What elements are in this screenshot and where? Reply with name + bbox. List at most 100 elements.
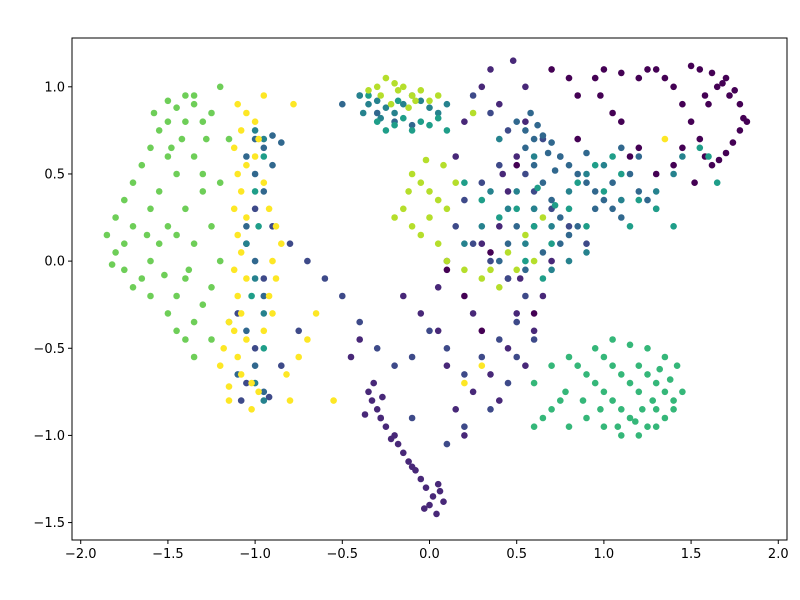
data-point: [461, 240, 468, 247]
data-point: [478, 179, 486, 186]
data-point: [548, 139, 555, 146]
data-point: [644, 345, 651, 352]
data-point: [708, 69, 716, 77]
data-point: [443, 440, 451, 448]
data-point: [591, 379, 599, 387]
data-point: [478, 353, 486, 361]
data-point: [496, 284, 503, 291]
data-point: [426, 121, 433, 129]
data-point: [661, 388, 669, 396]
data-point: [379, 393, 386, 401]
data-point: [661, 414, 669, 422]
data-point: [496, 161, 503, 169]
data-point: [443, 345, 451, 352]
data-point: [461, 292, 468, 300]
data-point: [237, 310, 245, 317]
data-point: [618, 170, 625, 178]
data-point: [421, 505, 428, 512]
data-point: [382, 74, 390, 82]
data-point: [496, 135, 503, 143]
data-point: [478, 240, 486, 247]
data-point: [216, 83, 224, 91]
data-point: [565, 205, 573, 213]
x-tick-label: −1.0: [239, 547, 271, 562]
data-point: [530, 327, 538, 335]
data-point: [426, 97, 433, 105]
data-point: [260, 327, 268, 335]
data-point: [583, 223, 590, 230]
data-point: [679, 144, 686, 152]
data-point: [370, 379, 378, 387]
data-point: [487, 406, 494, 413]
data-point: [260, 144, 268, 152]
data-point: [504, 188, 512, 195]
data-point: [626, 379, 634, 387]
data-point: [129, 284, 137, 291]
data-point: [504, 275, 512, 282]
data-point: [496, 214, 503, 221]
data-point: [208, 223, 215, 230]
data-point: [609, 362, 616, 370]
data-point: [426, 188, 433, 195]
data-point: [565, 353, 573, 361]
data-point: [679, 100, 686, 108]
data-point: [548, 196, 555, 204]
data-point: [469, 240, 477, 247]
data-point: [461, 196, 468, 204]
data-point: [143, 231, 151, 239]
data-point: [417, 118, 425, 125]
data-point: [429, 493, 437, 500]
data-point: [635, 153, 643, 160]
data-point: [312, 310, 320, 317]
data-point: [208, 336, 215, 343]
data-point: [504, 345, 512, 352]
data-point: [539, 179, 547, 186]
data-point: [600, 66, 608, 73]
data-point: [557, 214, 564, 221]
data-point: [405, 104, 412, 111]
data-point: [652, 406, 660, 413]
data-point: [452, 153, 460, 160]
data-point: [272, 275, 280, 282]
data-point: [618, 69, 625, 77]
data-point: [478, 275, 486, 282]
data-point: [434, 327, 442, 335]
data-point: [504, 127, 512, 134]
x-axis: −2.0 −1.5 −1.0 −0.5 0.0 0.5 1.0 1.5 2.0: [65, 540, 789, 562]
data-point: [635, 74, 643, 82]
data-point: [670, 397, 677, 404]
data-point: [330, 397, 337, 404]
data-point: [387, 100, 395, 108]
data-point: [408, 92, 416, 99]
data-point: [417, 97, 425, 105]
data-point: [260, 397, 268, 404]
data-point: [443, 362, 451, 370]
data-point: [408, 127, 416, 134]
data-point: [422, 484, 430, 492]
data-point: [265, 205, 273, 213]
data-point: [234, 170, 241, 178]
data-point: [220, 345, 227, 352]
plot-area-frame: [71, 37, 788, 541]
data-point: [347, 353, 355, 361]
data-point: [356, 92, 364, 99]
data-point: [522, 257, 529, 265]
data-point: [265, 292, 273, 300]
data-point: [260, 388, 268, 396]
data-point: [496, 223, 503, 230]
data-point: [635, 188, 643, 195]
data-point: [713, 179, 721, 186]
data-point: [173, 170, 180, 178]
data-point: [150, 109, 158, 117]
data-point: [190, 318, 198, 326]
data-point: [562, 388, 569, 396]
data-point: [574, 170, 581, 178]
data-point: [644, 371, 651, 378]
data-point: [417, 231, 425, 239]
data-point: [237, 188, 245, 195]
data-point: [696, 135, 704, 143]
data-point: [731, 87, 738, 94]
data-point: [269, 132, 276, 139]
data-point: [260, 275, 268, 282]
data-point: [670, 223, 677, 230]
